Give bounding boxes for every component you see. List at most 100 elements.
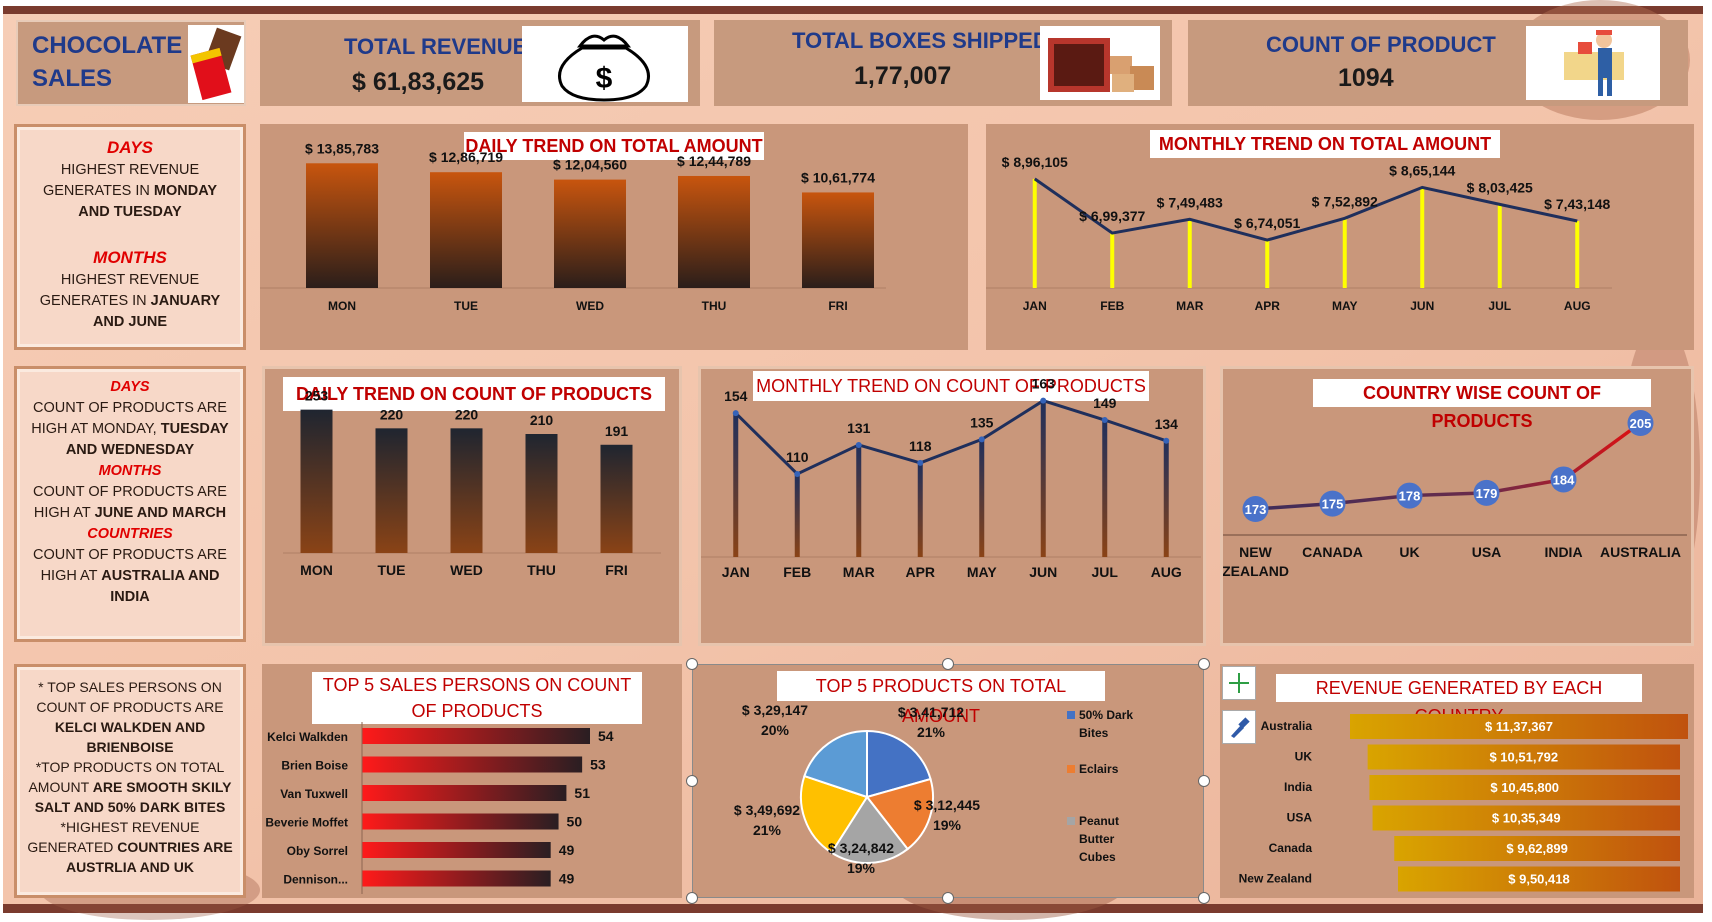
data-label: 50 (567, 814, 583, 830)
data-label: 175 (1322, 497, 1344, 512)
resize-handle[interactable] (686, 658, 698, 670)
chart-styles-button[interactable] (1222, 710, 1256, 744)
tick-label: THU (527, 562, 556, 578)
summary-text: HIGH AT MONDAY, TUESDAY (17, 419, 243, 440)
summary-text: HIGHEST REVENUE (60, 272, 200, 288)
tick-label: TUE (378, 562, 406, 578)
tick-label: UK (1399, 544, 1419, 560)
resize-handle[interactable] (1198, 775, 1210, 787)
summary-text: ARE SMOOTH SKILY (92, 779, 232, 795)
title-panel: CHOCOLATE SALES (16, 20, 246, 106)
pie-slice (866, 729, 932, 799)
data-label: $ 3,24,842 (828, 840, 894, 856)
data-label: 51 (574, 785, 590, 801)
data-label: $ 11,37,367 (1485, 719, 1553, 734)
drop-bar (1265, 240, 1270, 288)
chart-title: MONTHLY TREND ON COUNT OF PRODUCTS (753, 371, 1149, 401)
data-point (1163, 437, 1170, 444)
data-point (794, 471, 801, 477)
resize-handle[interactable] (686, 892, 698, 904)
summary-text: KELCI WALKDEN AND (54, 719, 206, 735)
daily-count-plot: 253 MON 220 TUE 220 WED 210 THU 191 FRI (283, 388, 661, 578)
tick-label: FEB (1100, 299, 1124, 313)
data-label: 53 (590, 757, 606, 773)
daily-count-chart: DAILY TREND ON COUNT OF PRODUCTS 253 MON 2… (262, 366, 682, 646)
add-chart-element-button[interactable] (1222, 666, 1256, 700)
series-line (734, 399, 1167, 476)
chocolate-bar-icon (188, 25, 244, 103)
paintbrush-icon (1231, 717, 1250, 738)
pie-slice (803, 729, 868, 799)
legend-label: Bites (1079, 726, 1109, 740)
tick-label: TUE (454, 299, 478, 313)
data-point (1319, 490, 1346, 517)
summary-text: MONDAY (153, 183, 218, 199)
bar (1369, 775, 1680, 800)
chart-title: COUNTRY WISE COUNT OF PRODUCTS (1313, 379, 1651, 431)
summary-text: GENERATES IN (39, 293, 151, 309)
data-percent: 21% (753, 822, 782, 838)
legend-label: Eclairs (1079, 762, 1119, 776)
bar (362, 756, 583, 773)
monthly-count-plot: 154 JAN 110 FEB 131 MAR 118 APR 135 MAY 163 JUN 149 J… (701, 376, 1201, 580)
drop-bar (1040, 400, 1046, 557)
tick-label: INDIA (1544, 544, 1582, 560)
data-label: $ 9,50,418 (1508, 872, 1569, 887)
legend-swatch (1067, 765, 1075, 773)
bar (525, 434, 558, 553)
daily-amount-plot: $ 13,85,783 MON $ 12,86,719 TUE $ 12,04,560 W… (260, 140, 886, 313)
summary-text: *HIGHEST REVENUE (60, 819, 200, 835)
resize-handle[interactable] (1198, 892, 1210, 904)
bar (362, 785, 567, 801)
bar (306, 163, 378, 288)
data-percent: 19% (933, 817, 962, 833)
summary-heading: MONTHS (98, 463, 162, 479)
tick-label: ZEALAND (1223, 563, 1289, 579)
summary-text: COUNT OF PRODUCTS ARE (33, 400, 227, 416)
tick-label: MAY (1332, 299, 1358, 313)
bar (1367, 744, 1680, 770)
summary-text: HIGH AT AUSTRALIA AND (17, 566, 243, 587)
tick-label: WED (576, 299, 604, 313)
data-label: 134 (1155, 416, 1179, 432)
chart-title: DAILY TREND ON TOTAL AMOUNT (464, 132, 764, 160)
country-count-plot: 173 175 178 179 184 205 NEW ZEALAND CANADA UK USA I… (1223, 410, 1687, 579)
drop-bar (1420, 187, 1425, 288)
data-label: $ 6,99,377 (1079, 208, 1145, 224)
tick-label: AUG (1151, 564, 1182, 580)
kpi-count-of-product: COUNT OF PRODUCT 1094 (1188, 20, 1688, 106)
data-label: 49 (559, 842, 575, 858)
data-label: $ 10,61,774 (801, 169, 875, 185)
legend-swatch (1067, 711, 1075, 719)
resize-handle[interactable] (686, 775, 698, 787)
data-label: $ 10,51,792 (1489, 750, 1558, 765)
resize-handle[interactable] (942, 892, 954, 904)
data-label: 118 (909, 438, 932, 454)
kpi-total-revenue: TOTAL REVENUE $ 61,83,625 $ (260, 20, 700, 106)
summary-text: HIGH AT (40, 568, 102, 584)
top-products-chart[interactable]: TOP 5 PRODUCTS ON TOTAL AMOUNT $ 3,41,71… (692, 664, 1204, 898)
kpi-value: 1094 (1338, 64, 1394, 92)
tick-label: JAN (1023, 299, 1047, 313)
dashboard-title-line2: SALES (32, 65, 113, 92)
tick-label: MON (328, 299, 356, 313)
series-line (1255, 421, 1642, 511)
drop-bar (856, 444, 862, 557)
data-label: 149 (1093, 395, 1117, 411)
data-point (1627, 410, 1654, 436)
resize-handle[interactable] (942, 658, 954, 670)
data-label: $ 12,44,789 (677, 153, 751, 169)
drop-bar (1575, 220, 1580, 288)
data-label: $ 8,96,105 (1002, 154, 1068, 170)
pie-slice (800, 774, 869, 854)
data-label: 154 (724, 388, 748, 404)
category-label: New Zealand (1239, 872, 1312, 886)
summary-text: HIGH AT (33, 505, 95, 521)
data-label: $ 3,12,445 (914, 797, 980, 813)
data-label: 173 (1245, 502, 1267, 517)
data-label: $ 10,35,349 (1492, 811, 1561, 826)
resize-handle[interactable] (1198, 658, 1210, 670)
summary-text: AND TUESDAY (78, 204, 182, 220)
category-label: Dennison... (283, 873, 348, 887)
tick-label: AUG (1564, 299, 1591, 313)
